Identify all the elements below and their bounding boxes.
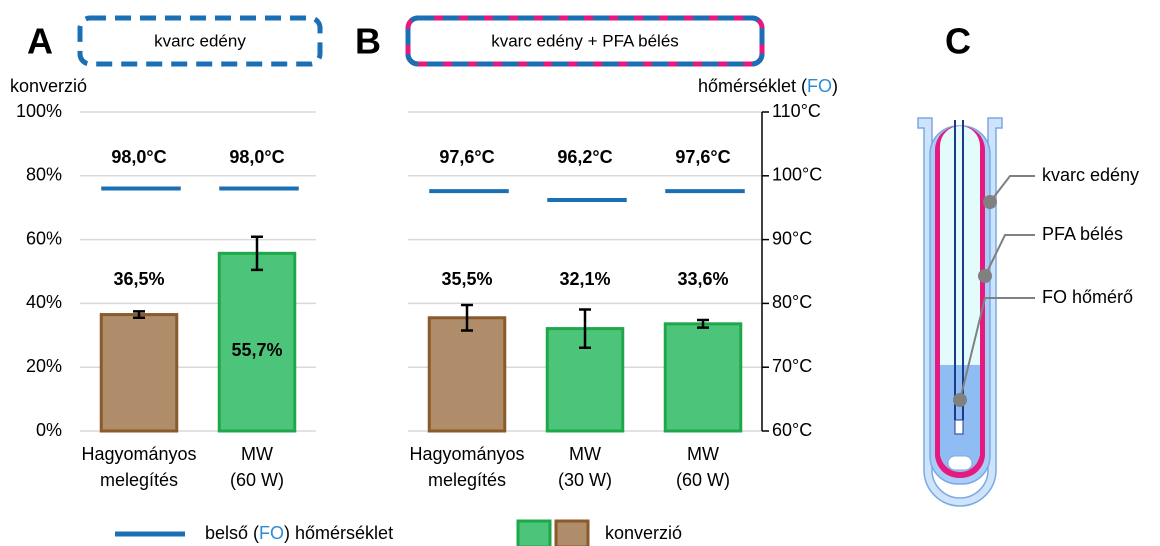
x-tick-line: melegítés xyxy=(428,470,506,490)
label-part: FO xyxy=(259,523,284,543)
x-tick-line: melegítés xyxy=(100,470,178,490)
y-tick-label: 40% xyxy=(26,292,62,312)
label-part: belső ( xyxy=(205,523,259,543)
diagram-label: kvarc edény xyxy=(1042,165,1139,185)
x-tick-line: Hagyományos xyxy=(81,444,196,464)
diagram-label: PFA bélés xyxy=(1042,224,1123,244)
y-tick-label: 20% xyxy=(26,356,62,376)
x-tick-line: (60 W) xyxy=(230,470,284,490)
y2-tick-label: 80°C xyxy=(772,292,812,312)
label-part: hőmérséklet ( xyxy=(698,76,807,96)
y-tick-label: 60% xyxy=(26,228,62,248)
y2-axis-label: hőmérséklet (FO) xyxy=(698,76,838,96)
temperature-label: 98,0°C xyxy=(229,147,284,167)
x-tick-line: MW xyxy=(241,444,273,464)
panel-title: kvarc edény + PFA bélés xyxy=(491,31,679,50)
bar-value-label: 33,6% xyxy=(677,269,728,289)
x-tick-label: MW (60 W) xyxy=(230,444,284,490)
panel-letter: B xyxy=(355,21,381,62)
y2-tick-label: 90°C xyxy=(772,228,812,248)
temperature-label: 98,0°C xyxy=(111,147,166,167)
fo-tip xyxy=(955,420,963,434)
bar-value-label: 32,1% xyxy=(559,269,610,289)
y2-tick-label: 70°C xyxy=(772,356,812,376)
label-part: ) hőmérséklet xyxy=(284,523,393,543)
bar xyxy=(665,324,741,431)
x-tick-label: Hagyományos melegítés xyxy=(409,444,524,490)
y-axis-label: konverzió xyxy=(10,76,87,96)
label-part: ) xyxy=(832,76,838,96)
y-tick-label: 0% xyxy=(36,420,62,440)
x-tick-label: MW (30 W) xyxy=(558,444,612,490)
legend-label: konverzió xyxy=(605,523,682,543)
x-tick-label: MW (60 W) xyxy=(676,444,730,490)
x-tick-line: (30 W) xyxy=(558,470,612,490)
figure: C kvarc edény PFA bélés FO hőmérő Akvarc… xyxy=(0,0,1160,546)
y2-tick-label: 100°C xyxy=(772,165,822,185)
panel-title: kvarc edény xyxy=(154,31,246,50)
panel-letter: A xyxy=(27,21,53,62)
x-tick-label: Hagyományos melegítés xyxy=(81,444,196,490)
temperature-label: 97,6°C xyxy=(439,147,494,167)
y2-tick-label: 110°C xyxy=(772,101,821,121)
bar-value-label: 55,7% xyxy=(231,340,282,360)
leader-dot xyxy=(953,393,967,407)
y2-tick-label: 60°C xyxy=(772,420,812,440)
stir-bar xyxy=(948,456,972,470)
x-tick-line: MW xyxy=(569,444,601,464)
temperature-label: 96,2°C xyxy=(557,147,612,167)
x-tick-line: Hagyományos xyxy=(409,444,524,464)
leader-dot xyxy=(978,269,992,283)
leader-dot xyxy=(983,195,997,209)
label-part: FO xyxy=(807,76,832,96)
bar-value-label: 35,5% xyxy=(441,269,492,289)
legend-swatch xyxy=(556,521,588,546)
bar-value-label: 36,5% xyxy=(113,269,164,289)
x-tick-line: MW xyxy=(687,444,719,464)
y-tick-label: 80% xyxy=(26,165,62,185)
legend-swatch xyxy=(518,521,550,546)
bar xyxy=(101,315,177,431)
temperature-label: 97,6°C xyxy=(675,147,730,167)
panel-letter: C xyxy=(945,21,971,62)
y-tick-label: 100% xyxy=(16,101,62,121)
legend-label: belső (FO) hőmérséklet xyxy=(205,523,393,543)
diagram-c: C kvarc edény PFA bélés FO hőmérő xyxy=(918,21,1139,506)
bar xyxy=(429,318,505,431)
x-tick-line: (60 W) xyxy=(676,470,730,490)
diagram-label: FO hőmérő xyxy=(1042,287,1133,307)
